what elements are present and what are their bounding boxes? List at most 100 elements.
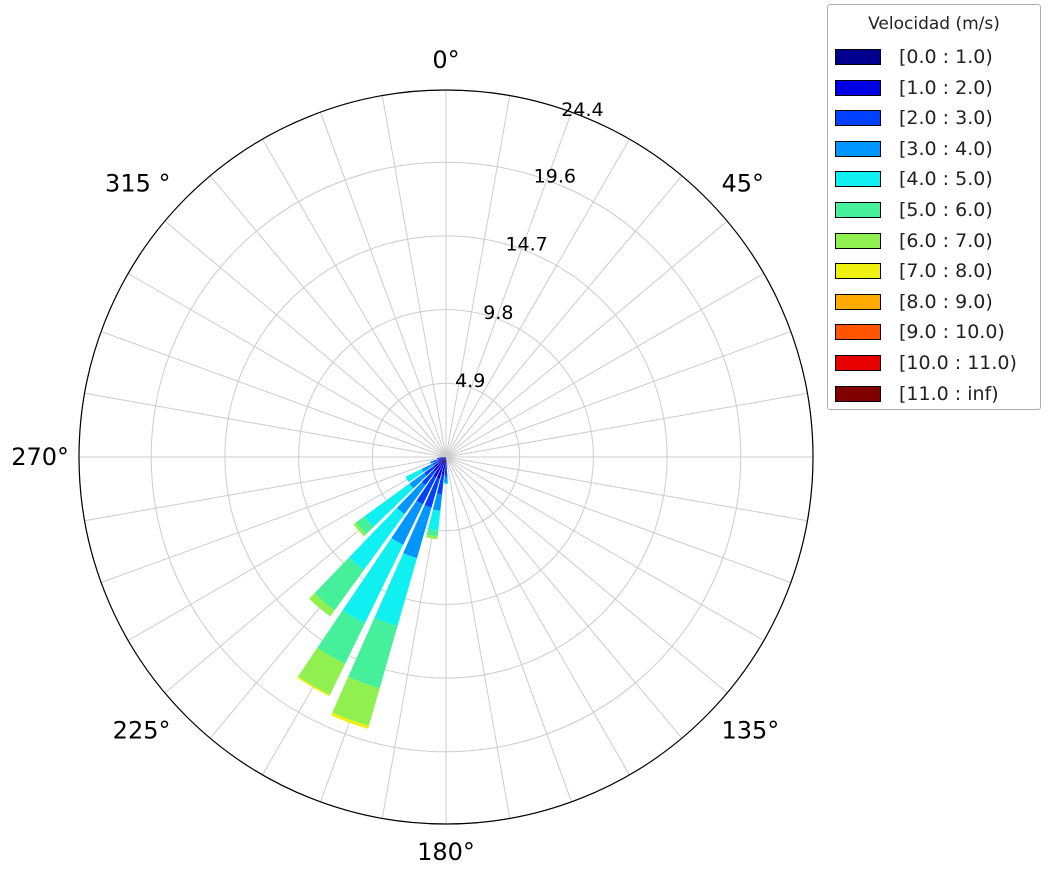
bar-dir260-bin1 [440, 457, 444, 459]
bar-dir190-bin5 [426, 528, 439, 537]
legend-label: [0.0 : 1.0) [899, 46, 993, 68]
legend-item: [8.0 : 9.0) [835, 290, 993, 314]
grid-spoke-31 [164, 220, 447, 458]
direction-label-135: 135° [722, 717, 780, 745]
grid-spoke-16 [445, 456, 572, 803]
radial-tick-labels: 4.9 9.8 14.7 19.6 24.4 [455, 99, 604, 392]
grid-spoke-3 [445, 138, 630, 458]
legend-swatch [835, 293, 881, 310]
bar-dir260-bin2 [437, 457, 441, 460]
legend-swatch [835, 263, 881, 280]
legend-item: [7.0 : 8.0) [835, 259, 993, 283]
legend-label: [9.0 : 10.0) [899, 321, 1005, 344]
legend-swatch [835, 385, 881, 402]
grid-spoke-6 [445, 273, 765, 458]
grid-spoke-34 [320, 111, 447, 458]
legend-label: [7.0 : 8.0) [899, 260, 993, 283]
legend-label: [4.0 : 5.0) [899, 168, 993, 191]
direction-label-315: 315 ° [105, 169, 170, 197]
direction-label-225: 225° [113, 717, 171, 745]
bar-dir180-bin2 [444, 469, 448, 477]
grid-spoke-24 [127, 456, 447, 641]
bar-dir210-bin2 [416, 475, 437, 505]
legend-label: [2.0 : 3.0) [899, 107, 993, 130]
bar-dir200-bin3 [403, 505, 432, 559]
grid-spoke-1 [445, 95, 511, 458]
bar-dir190-bin4 [428, 509, 441, 531]
outer-ring [78, 89, 814, 825]
bar-dir190-bin6 [425, 534, 438, 540]
bar-dir230-bin4 [364, 483, 414, 528]
grid-spoke-7 [445, 331, 792, 458]
legend-item: [6.0 : 7.0) [835, 229, 993, 253]
legend-item: [3.0 : 4.0) [835, 137, 993, 161]
grid-spoke-5 [445, 220, 728, 458]
legend-label: [5.0 : 6.0) [899, 199, 993, 221]
grid-spoke-12 [445, 456, 765, 641]
legend-title: Velocidad (m/s) [868, 14, 1000, 34]
legend-swatch [835, 232, 881, 249]
radial-tick-label-4: 24.4 [561, 99, 603, 121]
grid-spoke-15 [445, 456, 630, 776]
bar-dir220-bin6 [309, 593, 335, 617]
grid-spoke-14 [445, 456, 683, 739]
bar-dir190-bin3 [432, 493, 443, 511]
legend-swatch [835, 49, 881, 65]
legend-item: [9.0 : 10.0) [835, 320, 1005, 344]
bar-dir190-bin0 [444, 457, 446, 465]
grid-spoke-4 [445, 175, 683, 458]
bar-dir230-bin6 [353, 522, 366, 537]
bar-dir240-bin3 [421, 463, 434, 473]
grid-spoke-2 [445, 111, 572, 458]
legend-swatch [835, 79, 881, 96]
direction-labels: 0°45°90°135°180°225°270°315 ° [11, 46, 780, 866]
grid-spoke-28 [84, 392, 447, 458]
bar-dir200-bin5 [348, 617, 398, 689]
grid-spoke-30 [127, 273, 447, 458]
bar-dir220-bin4 [348, 507, 405, 571]
grid-spoke-32 [209, 175, 447, 458]
bar-dir220-bin3 [396, 481, 426, 515]
legend-item: [0.0 : 1.0) [835, 45, 993, 69]
bar-dir200-bin0 [442, 457, 446, 466]
direction-label-270: 270° [11, 443, 69, 471]
bar-dir230-bin3 [409, 472, 427, 489]
bar-dir180-bin3 [444, 476, 448, 483]
bar-dir210-bin4 [342, 538, 404, 624]
grid-spoke-8 [445, 392, 808, 458]
direction-label-45: 45° [722, 169, 765, 197]
bar-dir240-bin0 [441, 457, 446, 460]
legend-label: [8.0 : 9.0) [899, 290, 993, 313]
grid-spoke-35 [381, 95, 447, 458]
bar-dir250-bin2 [432, 459, 440, 463]
legend-item: [2.0 : 3.0) [835, 106, 993, 130]
legend-swatch [835, 202, 881, 218]
legend-label: [1.0 : 2.0) [899, 76, 993, 99]
legend-item: [4.0 : 5.0) [835, 167, 993, 191]
bar-dir200-bin6 [332, 676, 380, 726]
bar-dir210-bin7 [297, 676, 330, 697]
legend-label: [3.0 : 4.0) [899, 137, 993, 160]
bar-dir250-bin1 [438, 457, 444, 461]
polar-grid [78, 89, 814, 825]
legend-label: [11.0 : inf) [899, 382, 999, 405]
bar-dir240-bin1 [437, 458, 443, 463]
bar-dir240-bin2 [432, 460, 439, 466]
bar-dir220-bin5 [314, 557, 364, 611]
bar-dir230-bin1 [433, 460, 442, 468]
bar-dir210-bin5 [317, 610, 365, 664]
bar-dir220-bin2 [421, 469, 436, 485]
bar-dir240-bin4 [405, 468, 424, 483]
bar-dir230-bin2 [424, 465, 436, 476]
bar-dir230-bin5 [355, 516, 374, 535]
legend-swatch [835, 140, 881, 157]
bar-dir200-bin1 [436, 465, 444, 479]
grid-spoke-11 [445, 456, 792, 583]
grid-spoke-13 [445, 456, 728, 694]
legend-swatch [835, 355, 881, 371]
wind-rose-chart: 4.99.814.719.624.4 0°45°90°135°180°225°2… [11, 46, 814, 866]
bar-dir200-bin4 [374, 553, 417, 627]
bar-dir220-bin1 [433, 462, 442, 472]
direction-label-0: 0° [432, 46, 459, 74]
bar-dir220-bin0 [440, 457, 446, 464]
